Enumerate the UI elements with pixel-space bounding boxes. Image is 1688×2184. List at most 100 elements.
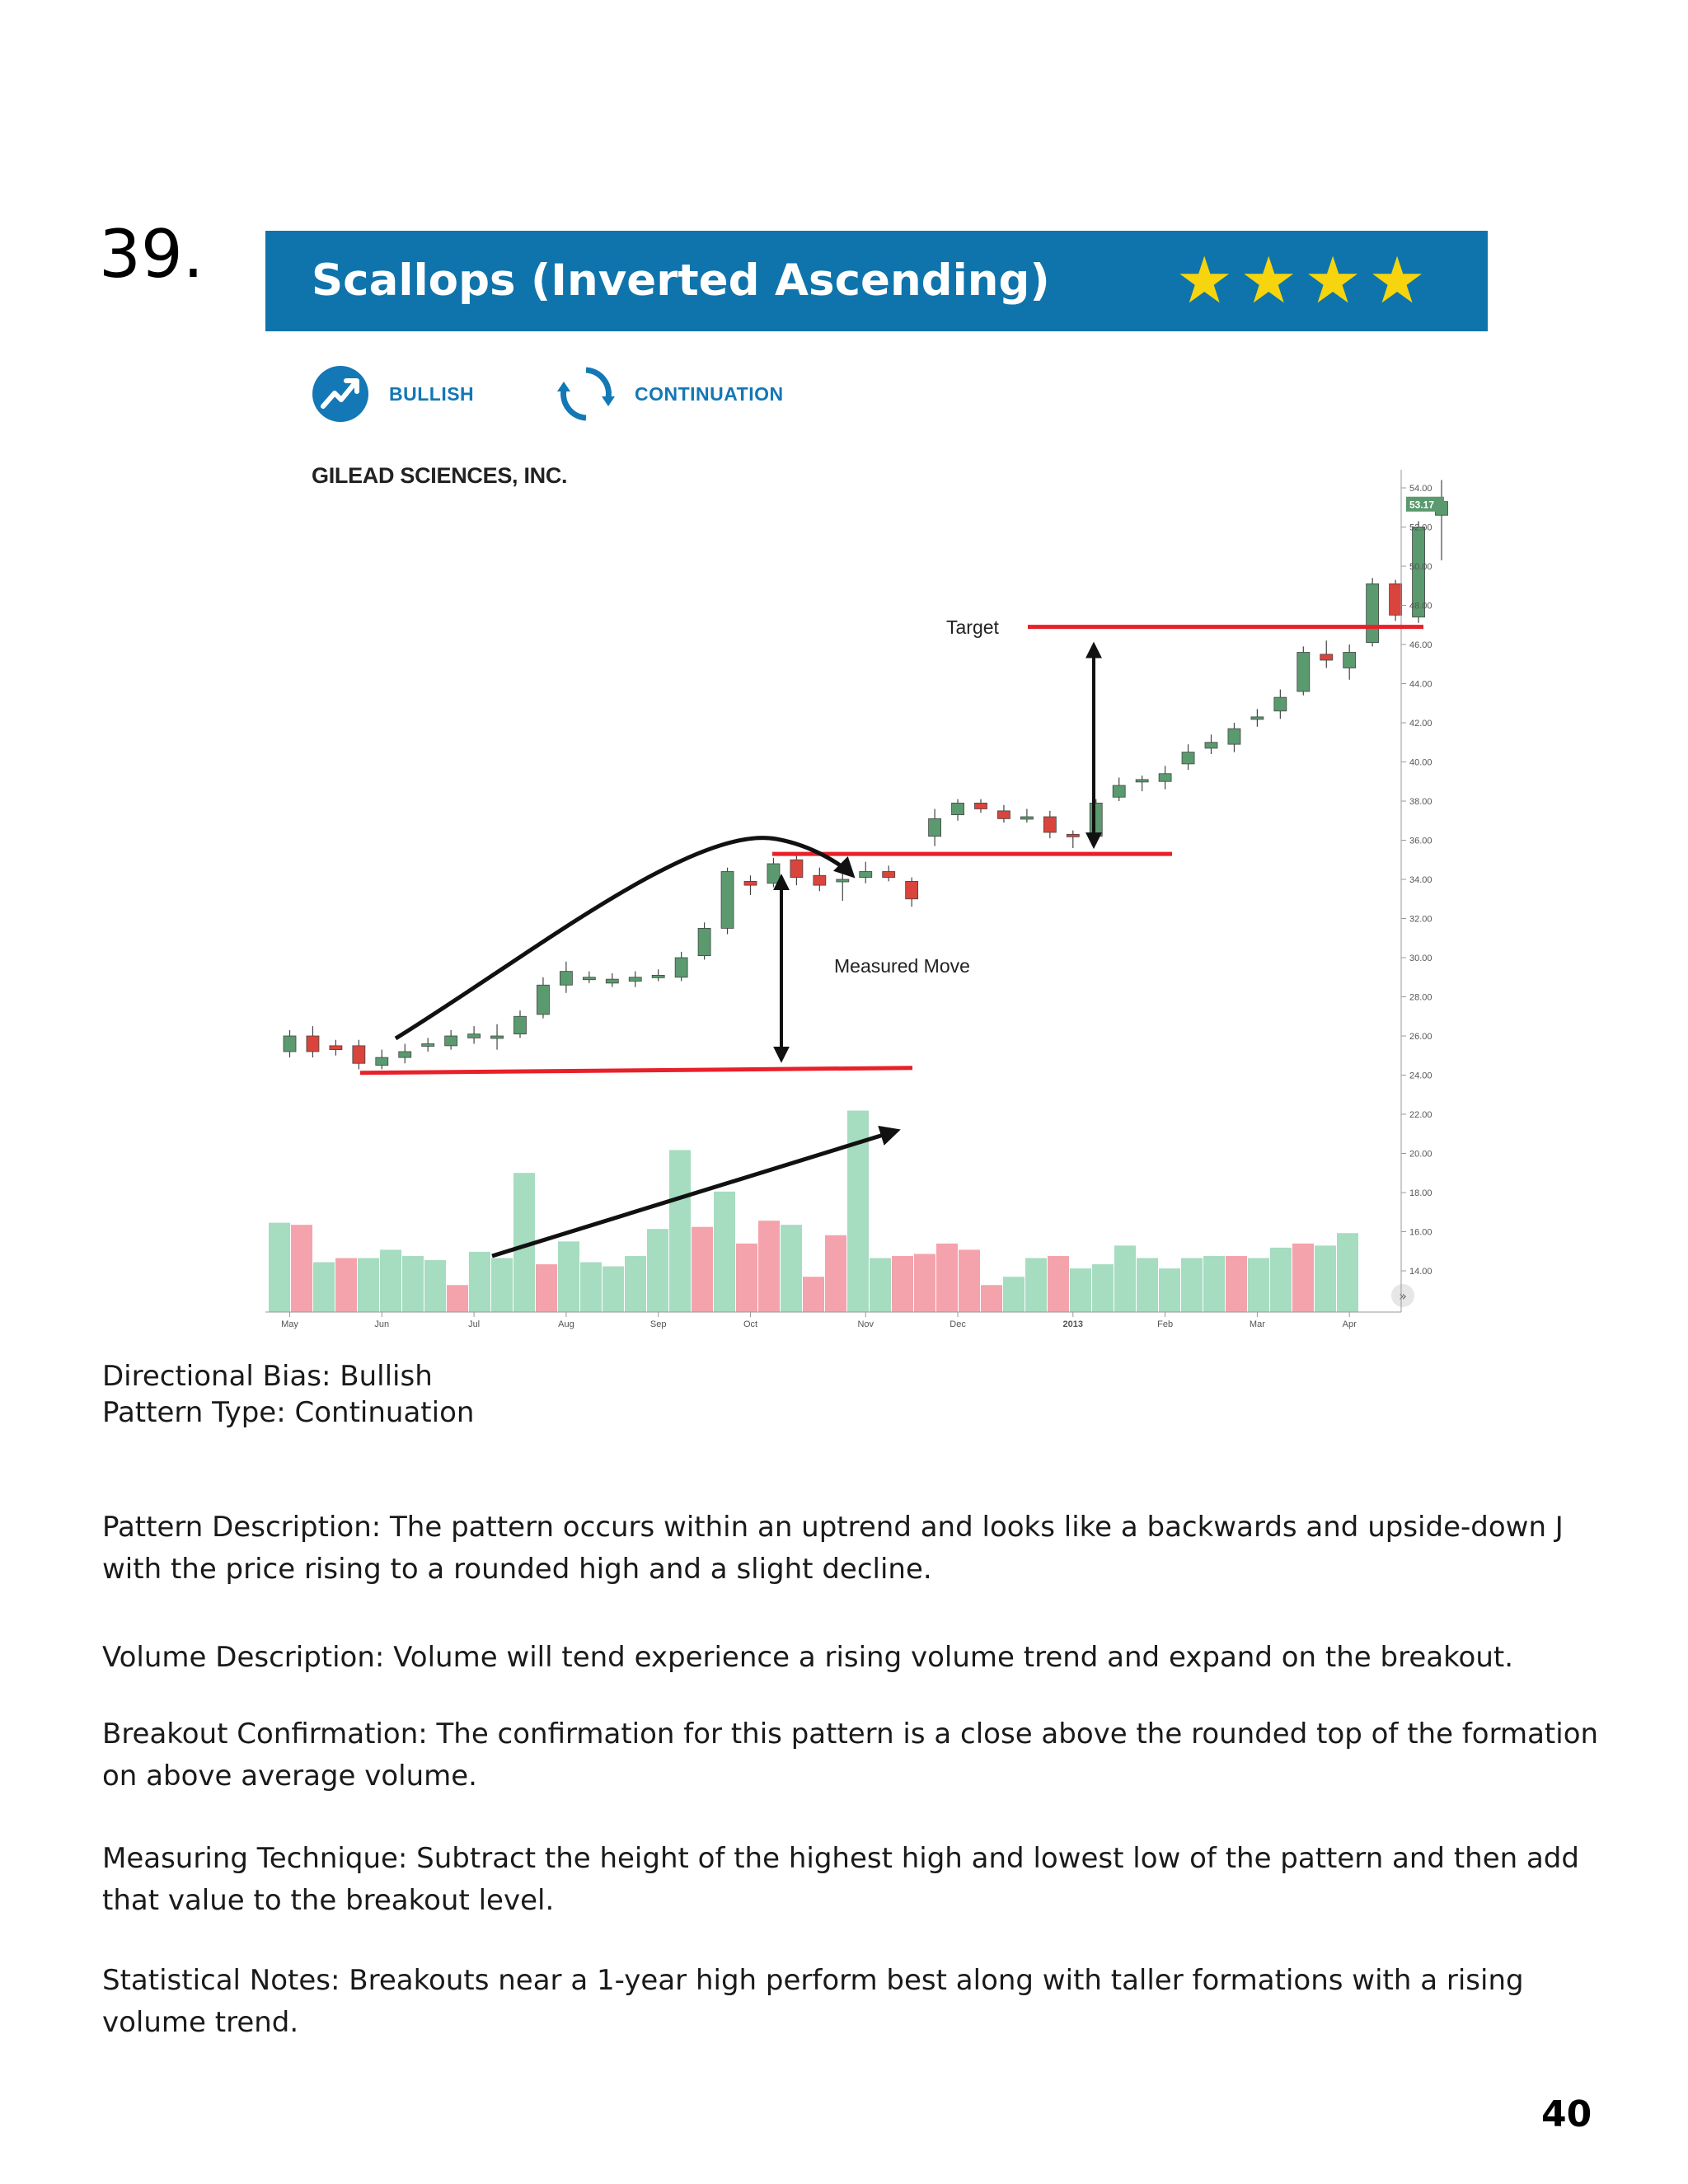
- price-tick-label: 20.00: [1409, 1150, 1432, 1160]
- volume-bar: [625, 1255, 646, 1312]
- page-number: 40: [1541, 2093, 1592, 2135]
- month-label: Mar: [1250, 1319, 1265, 1329]
- volume-bar: [1203, 1255, 1225, 1312]
- price-tick-label: 18.00: [1409, 1188, 1432, 1198]
- candle-body: [421, 1043, 435, 1047]
- directional-bias: Directional Bias: Bullish: [102, 1360, 433, 1393]
- candle-body: [490, 1035, 504, 1039]
- month-axis: May Jun Jul Aug Sep Oct Nov Dec 2013 Feb Mar Apr: [265, 1311, 1401, 1329]
- price-tick-label: 16.00: [1409, 1228, 1432, 1238]
- candle-body: [1181, 752, 1195, 765]
- price-tick-label: 40.00: [1409, 758, 1432, 768]
- volume-bar: [1137, 1258, 1158, 1312]
- candle-body: [582, 977, 596, 981]
- volume-bar: [714, 1191, 735, 1312]
- volume-bar: [291, 1225, 312, 1312]
- continuation-label: CONTINUATION: [635, 382, 784, 405]
- volume-bar: [736, 1243, 757, 1312]
- candle-body: [882, 871, 896, 879]
- price-tick-label: 30.00: [1409, 954, 1432, 963]
- pattern-low-line: [359, 1066, 913, 1076]
- candle-body: [444, 1035, 458, 1047]
- volume-bar: [870, 1258, 891, 1312]
- candle-body: [1296, 652, 1311, 692]
- star-icon: ★: [1240, 244, 1298, 318]
- candle-body: [283, 1035, 297, 1052]
- measuring-technique: Measuring Technique: Subtract the height…: [102, 1842, 1579, 1917]
- candle-body: [951, 802, 964, 816]
- volume-bar: [558, 1241, 579, 1312]
- volume-bar: [1070, 1268, 1091, 1312]
- price-tick-label: 26.00: [1409, 1032, 1432, 1042]
- price-tick-label: 48.00: [1409, 602, 1432, 612]
- candle-body: [375, 1057, 389, 1066]
- candles: [283, 480, 1448, 1070]
- candle-body: [306, 1035, 320, 1052]
- volume-bar: [669, 1150, 691, 1312]
- volume-bar: [803, 1277, 824, 1312]
- price-tick-label: 46.00: [1409, 640, 1432, 650]
- volume-bar: [758, 1221, 780, 1312]
- volume-bar: [335, 1258, 357, 1312]
- measured-move-label: Measured Move: [834, 955, 970, 977]
- price-axis: 54.00 52.00 50.00 48.00 46.00 44.00 42.00 40.00…: [1400, 470, 1444, 1312]
- candle-body: [651, 974, 665, 978]
- volume-bars: »: [269, 1110, 1414, 1312]
- volume-bar: [269, 1222, 290, 1312]
- volume-bar: [914, 1254, 935, 1312]
- volume-trend-arrow: [491, 1125, 901, 1258]
- candle-body: [352, 1045, 366, 1064]
- volume-bar: [1114, 1245, 1136, 1312]
- volume-bar: [1248, 1258, 1269, 1312]
- candle-body: [1227, 728, 1241, 745]
- volume-bar: [1315, 1245, 1336, 1312]
- volume-bar: [1226, 1255, 1247, 1312]
- candle-body: [836, 879, 850, 883]
- month-label: 2013: [1063, 1319, 1083, 1329]
- price-tick-label: 42.00: [1409, 719, 1432, 729]
- candle-body: [859, 871, 873, 879]
- volume-bar: [1092, 1264, 1114, 1312]
- candle-body: [329, 1045, 343, 1051]
- last-price-badge: [1406, 496, 1444, 512]
- price-tick-label: 36.00: [1409, 837, 1432, 846]
- volume-bar: [491, 1258, 513, 1312]
- volume-bar: [402, 1255, 424, 1312]
- candle-body: [697, 927, 711, 957]
- price-tick-label: 34.00: [1409, 875, 1432, 885]
- scroll-indicator-icon: [1391, 1284, 1414, 1307]
- candle-body: [767, 863, 781, 884]
- annotations: Target Measured Move: [359, 616, 1423, 1258]
- volume-bar: [647, 1229, 668, 1312]
- price-tick-label: 44.00: [1409, 680, 1432, 690]
- candle-body: [559, 971, 573, 986]
- month-label: Nov: [857, 1319, 874, 1329]
- continuation-tag: CONTINUATION: [557, 364, 784, 424]
- candle-body: [628, 977, 642, 982]
- candle-body: [605, 978, 619, 984]
- price-tick-label: 14.00: [1409, 1267, 1432, 1277]
- volume-bar: [536, 1264, 557, 1312]
- price-tick-label: 52.00: [1409, 523, 1432, 533]
- volume-bar: [580, 1262, 602, 1312]
- month-label: Oct: [743, 1319, 757, 1329]
- volume-bar: [1025, 1258, 1047, 1312]
- price-tick-label: 24.00: [1409, 1071, 1432, 1081]
- volume-bar: [380, 1249, 401, 1312]
- pattern-description: Pattern Description: The pattern occurs …: [102, 1511, 1564, 1586]
- volume-bar: [469, 1251, 490, 1312]
- volume-bar: [603, 1266, 624, 1312]
- volume-bar: [1292, 1243, 1314, 1312]
- candle-body: [997, 810, 1010, 819]
- candle-body: [1135, 779, 1149, 783]
- candle-body: [1089, 802, 1103, 837]
- candle-body: [398, 1051, 412, 1058]
- volume-bar: [825, 1235, 846, 1312]
- month-label: Jun: [374, 1319, 389, 1329]
- volume-bar: [358, 1258, 379, 1312]
- volume-bar: [313, 1262, 335, 1312]
- rating-stars: ★ ★ ★ ★: [1175, 247, 1426, 315]
- volume-bar: [781, 1225, 802, 1312]
- candle-body: [1204, 742, 1218, 749]
- volume-bar: [1048, 1255, 1069, 1312]
